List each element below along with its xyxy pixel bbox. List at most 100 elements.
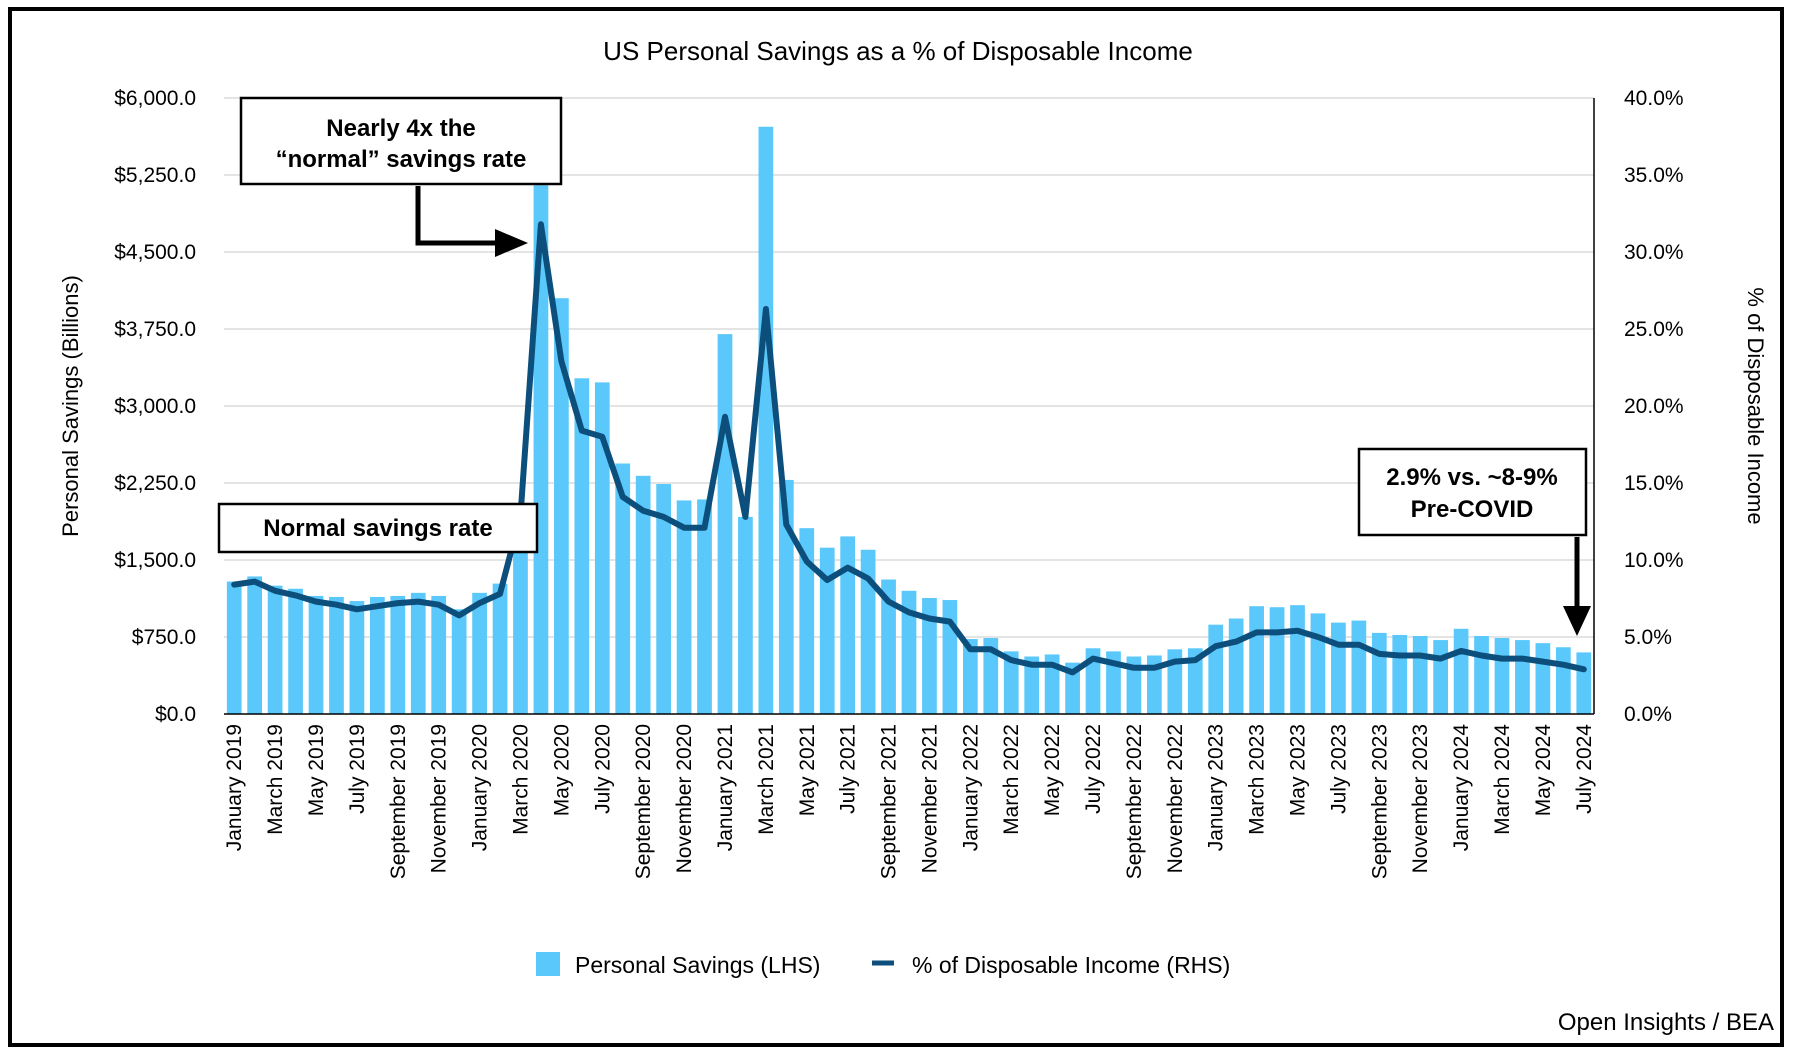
- x-tick-label: July 2019: [346, 724, 369, 814]
- right-tick-label: 25.0%: [1624, 318, 1684, 341]
- right-tick-label: 40.0%: [1624, 87, 1684, 110]
- savings-bar: [349, 601, 365, 714]
- right-axis-ticks: 0.0% 5.0% 10.0% 15.0% 20.0% 25.0% 30.0% 35.0% 40…: [1624, 87, 1684, 726]
- right-tick-label: 5.0%: [1624, 626, 1672, 649]
- savings-bar: [962, 639, 978, 714]
- savings-bar: [1228, 618, 1244, 714]
- x-tick-label: January 2020: [469, 724, 492, 851]
- x-tick-label: January 2021: [714, 724, 737, 851]
- x-axis-ticks: January 2019 March 2019 May 2019 July 2019 S…: [223, 724, 1596, 880]
- legend-bar-swatch: [536, 952, 560, 976]
- right-tick-label: 15.0%: [1624, 472, 1684, 495]
- savings-bar: [860, 549, 876, 714]
- savings-bar: [410, 592, 426, 714]
- savings-bar: [1065, 662, 1080, 714]
- savings-bar: [1249, 606, 1264, 714]
- savings-bar: [1453, 628, 1469, 714]
- savings-bar: [717, 334, 733, 714]
- savings-bar: [492, 583, 508, 714]
- callout-normal: Normal savings rate: [217, 502, 539, 554]
- x-tick-label: March 2024: [1491, 724, 1514, 835]
- savings-bar: [738, 516, 753, 714]
- x-tick-label: January 2022: [959, 724, 982, 851]
- right-tick-label: 30.0%: [1624, 241, 1684, 264]
- x-tick-label: November 2019: [428, 724, 451, 873]
- savings-bar: [1392, 634, 1408, 714]
- bar-series: [226, 126, 1592, 715]
- callout-peak-connector: [415, 186, 496, 246]
- left-tick-label: $6,000.0: [114, 87, 196, 110]
- savings-bar: [1331, 622, 1346, 714]
- callout-peak-arrowhead: [495, 229, 528, 257]
- x-tick-label: May 2019: [305, 724, 328, 816]
- left-axis-title: Personal Savings (Billions): [58, 275, 83, 537]
- legend-line-label: % of Disposable Income (RHS): [912, 952, 1230, 978]
- savings-bar: [1555, 647, 1571, 714]
- x-tick-label: January 2024: [1450, 724, 1473, 852]
- savings-bar: [1208, 624, 1224, 714]
- x-tick-label: November 2021: [918, 724, 941, 873]
- savings-bar: [247, 576, 263, 714]
- savings-bar: [1269, 607, 1285, 714]
- x-tick-label: January 2019: [223, 724, 246, 851]
- savings-bar: [1290, 605, 1305, 714]
- legend-bar-label: Personal Savings (LHS): [575, 952, 820, 978]
- left-axis-ticks: $0.0 $750.0 $1,500.0 $2,250.0 $3,000.0 $3,750…: [114, 87, 196, 726]
- savings-bar: [1494, 638, 1510, 714]
- x-tick-label: September 2019: [387, 724, 410, 879]
- right-tick-label: 20.0%: [1624, 395, 1684, 418]
- savings-bar: [758, 126, 774, 715]
- savings-bar: [901, 590, 917, 714]
- savings-bar: [1003, 651, 1019, 714]
- x-tick-label: May 2023: [1287, 724, 1310, 816]
- x-tick-label: May 2021: [796, 724, 819, 816]
- savings-bar: [1515, 640, 1530, 714]
- x-tick-label: July 2020: [591, 724, 614, 814]
- left-tick-label: $1,500.0: [114, 549, 196, 572]
- savings-bar: [390, 595, 406, 714]
- left-tick-label: $4,500.0: [114, 241, 196, 264]
- x-tick-label: September 2021: [878, 724, 901, 879]
- x-tick-label: September 2023: [1368, 724, 1391, 879]
- savings-bar: [554, 298, 569, 714]
- left-tick-label: $750.0: [132, 626, 196, 649]
- left-tick-label: $0.0: [155, 703, 196, 726]
- savings-bar: [656, 484, 671, 714]
- callout-peak: Nearly 4x the “normal” savings rate: [239, 96, 563, 257]
- x-tick-label: July 2022: [1082, 724, 1105, 814]
- savings-bar: [840, 536, 856, 714]
- callout-current-line1: 2.9% vs. ~8-9%: [1386, 464, 1557, 491]
- savings-bar: [778, 479, 794, 714]
- savings-bar: [799, 528, 815, 714]
- savings-bar: [819, 547, 835, 714]
- x-tick-label: July 2023: [1327, 724, 1350, 814]
- savings-bar: [1126, 656, 1142, 714]
- savings-bar: [942, 600, 958, 714]
- callout-current-arrowhead: [1563, 606, 1591, 636]
- savings-bar: [226, 581, 242, 714]
- savings-rate-line: [231, 221, 1587, 676]
- right-tick-label: 0.0%: [1624, 703, 1672, 726]
- savings-bar: [594, 382, 610, 714]
- savings-bar: [1351, 620, 1367, 714]
- x-tick-label: May 2020: [550, 724, 573, 816]
- callout-normal-text: Normal savings rate: [263, 515, 492, 542]
- callout-normal-box: [217, 502, 539, 554]
- savings-bar: [288, 588, 303, 714]
- callout-current-box: [1357, 447, 1588, 537]
- legend: Personal Savings (LHS) % of Disposable I…: [536, 952, 1230, 978]
- callout-peak-box: [239, 96, 563, 186]
- left-tick-label: $5,250.0: [114, 164, 196, 187]
- right-axis-title: % of Disposable Income: [1743, 287, 1768, 524]
- savings-bar: [369, 596, 385, 714]
- savings-bar: [308, 595, 324, 714]
- savings-bar: [431, 595, 447, 714]
- x-tick-label: March 2022: [1000, 724, 1023, 835]
- savings-bar: [922, 597, 937, 714]
- callout-peak-line2: “normal” savings rate: [276, 146, 527, 173]
- left-tick-label: $3,750.0: [114, 318, 196, 341]
- callout-peak-line1: Nearly 4x the: [326, 115, 475, 142]
- savings-bar: [676, 500, 692, 714]
- callout-current: 2.9% vs. ~8-9% Pre-COVID: [1357, 447, 1591, 636]
